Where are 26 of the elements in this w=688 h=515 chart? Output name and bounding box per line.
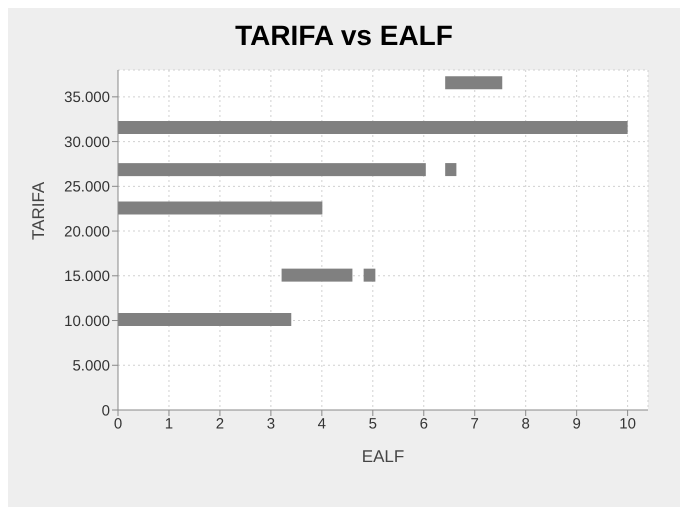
- x-tick-label: 0: [114, 416, 122, 433]
- bar: [282, 268, 352, 282]
- y-tick-label: 5.000: [72, 358, 110, 375]
- x-axis-title: EALF: [362, 447, 404, 466]
- x-tick-label: 10: [619, 416, 636, 433]
- x-tick-label: 3: [266, 416, 276, 433]
- x-tick-label: 9: [572, 416, 581, 433]
- x-tick-label: 6: [420, 416, 428, 433]
- bar: [445, 76, 502, 90]
- x-tick-label: 4: [318, 416, 326, 433]
- bar: [445, 163, 456, 176]
- y-tick-label: 20.000: [64, 223, 110, 240]
- y-tick-label: 10.000: [64, 312, 110, 330]
- chart-title: TARIFA vs EALF: [234, 19, 454, 53]
- y-tick-label: 35.000: [64, 89, 110, 106]
- x-tick-label: 8: [522, 416, 530, 433]
- x-tick-label: 7: [470, 416, 479, 433]
- y-tick-label: 0: [102, 402, 110, 420]
- bar: [364, 268, 376, 282]
- x-tick-label: 5: [368, 416, 377, 433]
- y-axis-title: TARIFA: [29, 181, 48, 240]
- x-tick-label: 1: [164, 416, 174, 433]
- x-tick-label: 2: [216, 416, 224, 433]
- y-tick-label: 15.000: [64, 268, 110, 286]
- y-tick-label: 30.000: [64, 134, 110, 151]
- y-tick-label: 25.000: [64, 178, 110, 196]
